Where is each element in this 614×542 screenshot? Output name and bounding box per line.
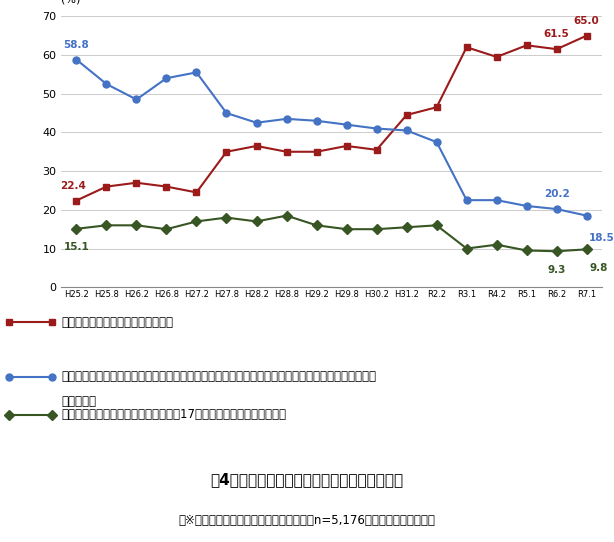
Text: 22.4: 22.4 — [60, 181, 87, 191]
Text: 9.8: 9.8 — [589, 263, 608, 273]
Text: (%): (%) — [61, 0, 81, 5]
Text: 61.5: 61.5 — [544, 29, 570, 40]
Text: 基準値を超える食品が確認された市町村では、他の同一品目の食品が出荷・流通・消費されないよう: 基準値を超える食品が確認された市町村では、他の同一品目の食品が出荷・流通・消費さ… — [61, 370, 376, 383]
Text: 検査が行われていることを知らない: 検査が行われていることを知らない — [61, 316, 173, 329]
Text: 围4　食品中の放射性物質の検査に関する知識: 围4 食品中の放射性物質の検査に関する知識 — [211, 472, 403, 487]
Text: にしている: にしている — [61, 395, 96, 408]
Text: 食品中の放射性物質の検査は東日本の17都県を中心に実施されている: 食品中の放射性物質の検査は東日本の17都県を中心に実施されている — [61, 408, 286, 421]
Text: 20.2: 20.2 — [544, 189, 570, 199]
Text: 18.5: 18.5 — [589, 233, 614, 243]
Text: （※グラフ中の割合は、調査対象者全体（n=5,176）に対する値です。）: （※グラフ中の割合は、調査対象者全体（n=5,176）に対する値です。） — [179, 514, 435, 527]
Text: 58.8: 58.8 — [63, 40, 89, 50]
Text: 65.0: 65.0 — [574, 16, 600, 26]
Text: 15.1: 15.1 — [63, 242, 89, 253]
Text: 9.3: 9.3 — [548, 265, 566, 275]
